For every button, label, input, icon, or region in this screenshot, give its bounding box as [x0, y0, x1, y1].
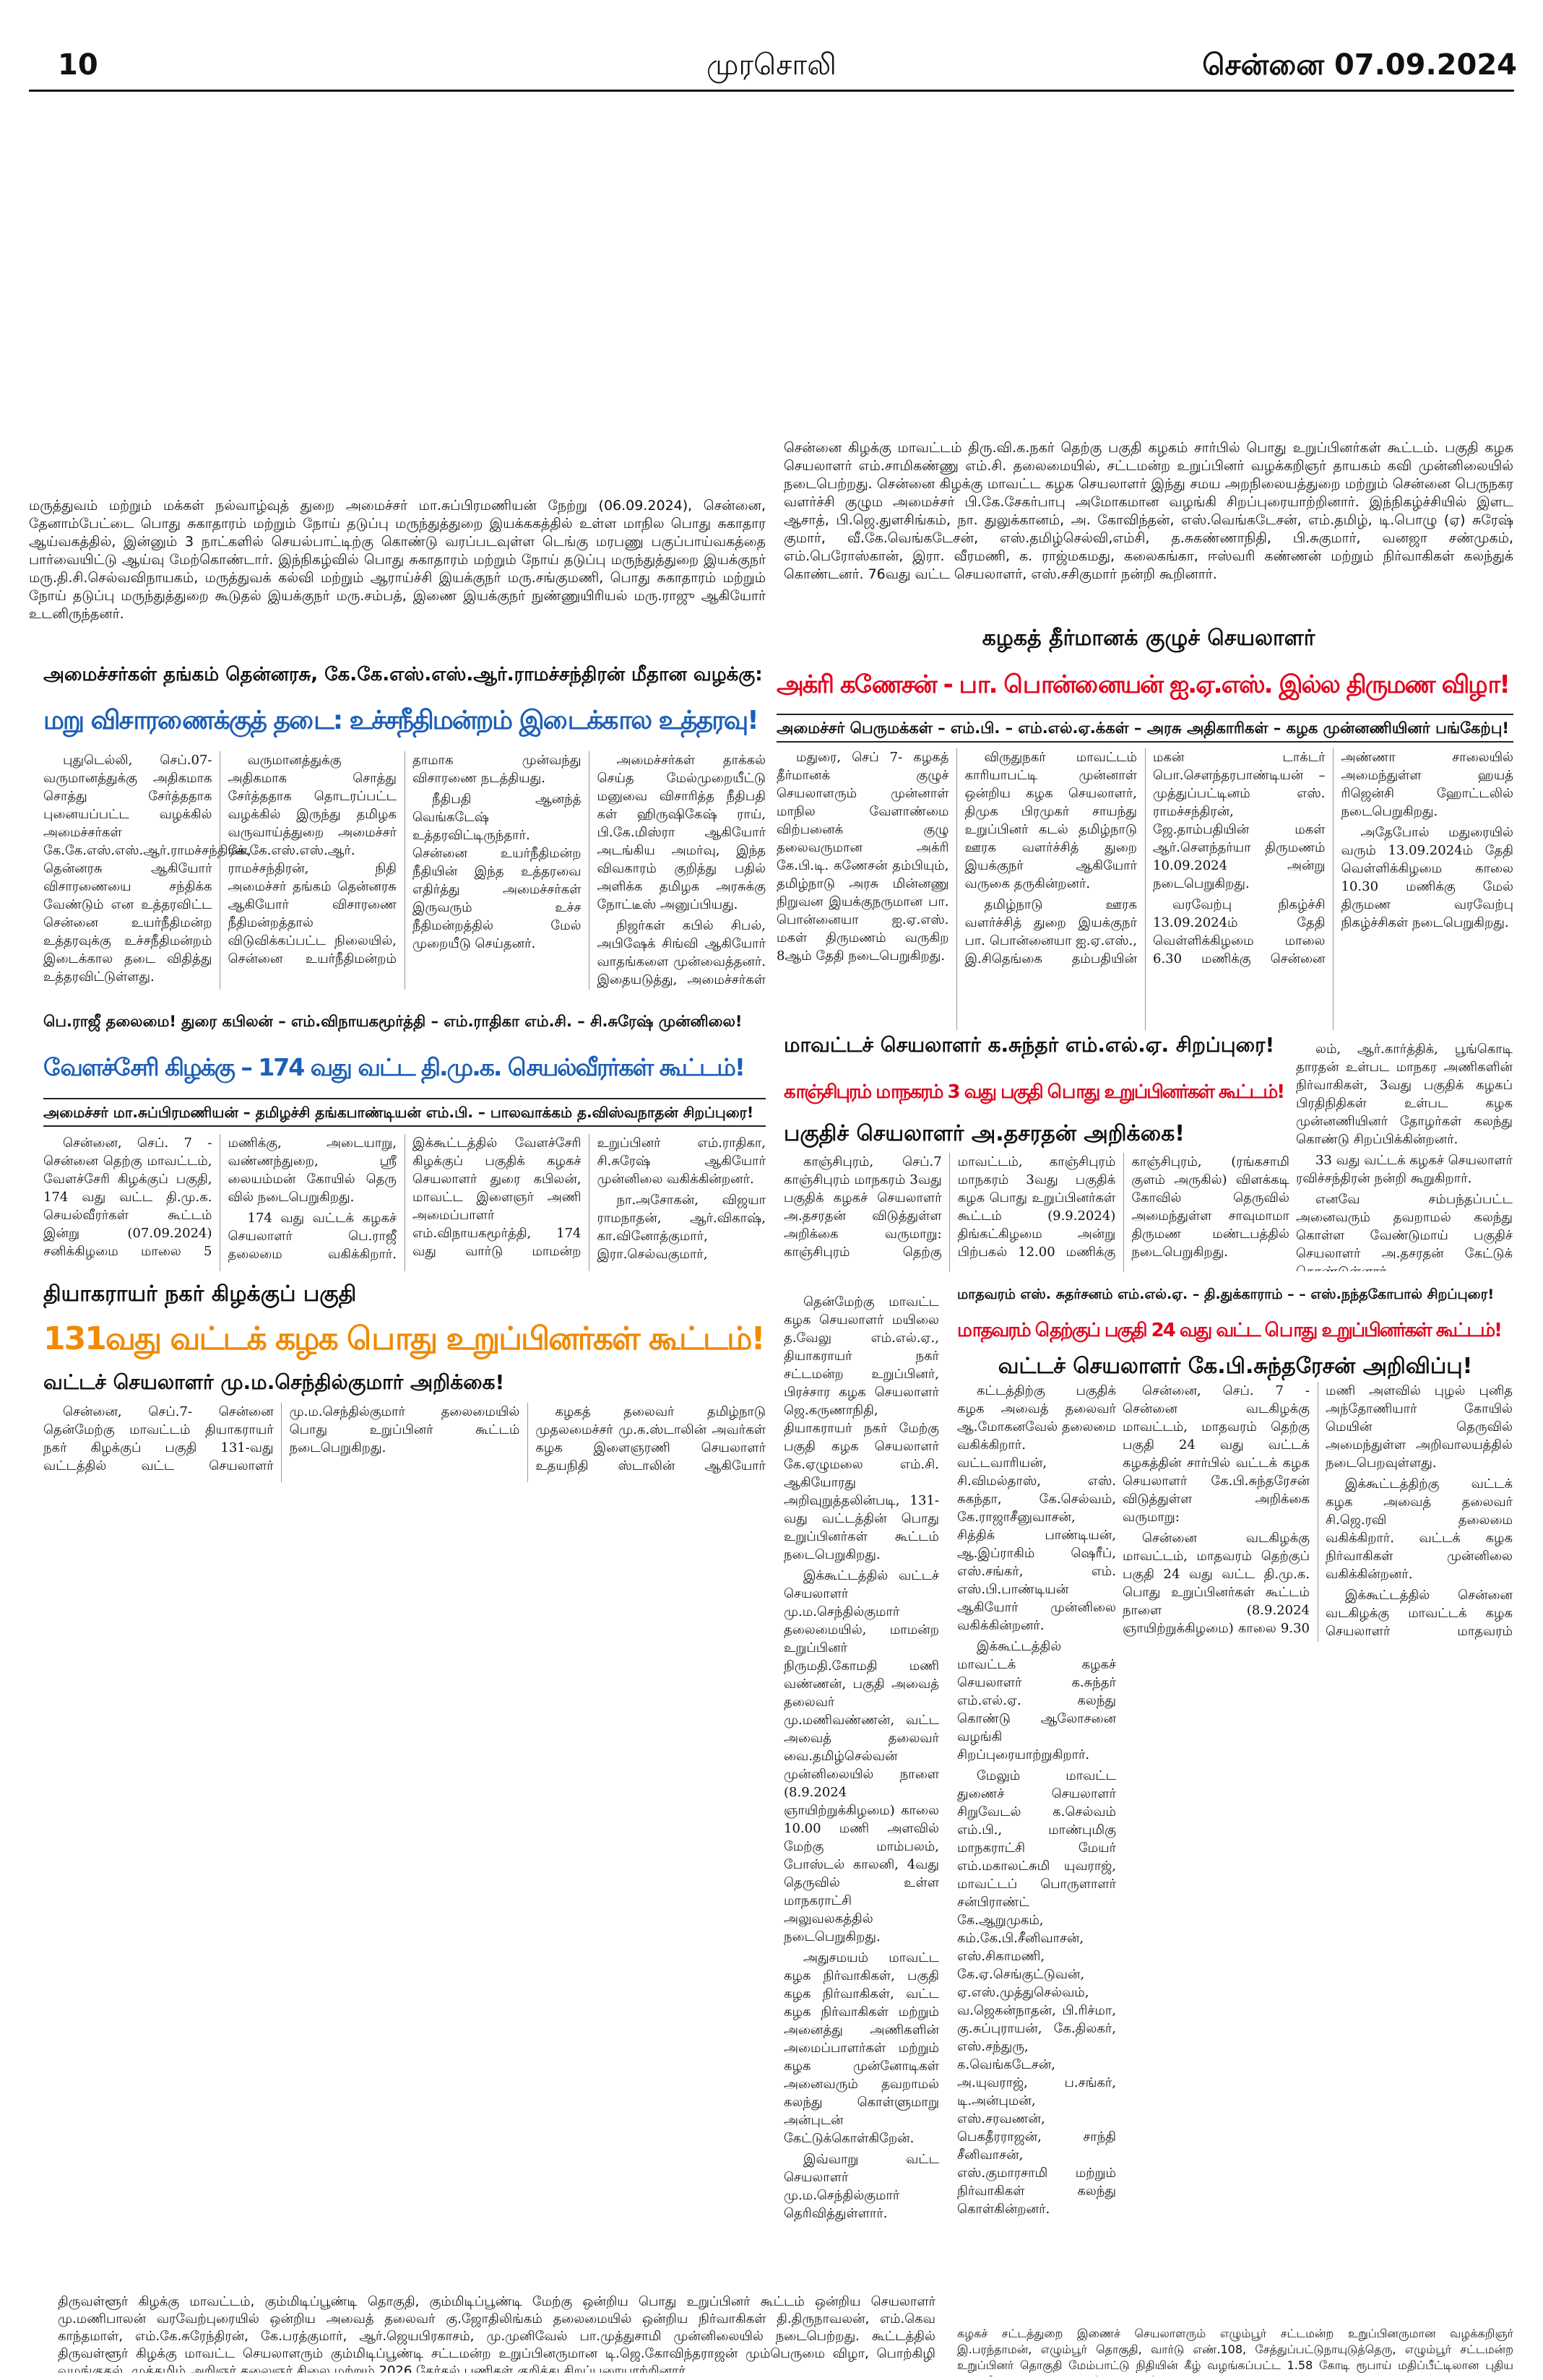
paragraph: காஞ்சிபுரம், செப்.7 காஞ்சிபுரம் மாநகரம் …: [784, 1154, 1289, 1260]
paragraph: மதுரை, செப் 7- கழகத் தீர்மானக் குழுச் செ…: [777, 750, 949, 964]
paragraph: எனவே சம்பந்தப்பட்ட அனைவரும் தவறாமல் கலந்…: [1296, 1192, 1513, 1271]
article-body: கட்டத்திற்கு பகுதிக் கழக அவைத் தலைவர் ஆ.…: [957, 1382, 1116, 2285]
article-body: மதுரை, செப் 7- கழகத் தீர்மானக் குழுச் செ…: [777, 748, 1513, 1030]
article-body: தென்மேற்கு மாவட்ட கழக செயலாளர் மயிலை த.வ…: [784, 1293, 939, 2282]
paragraph: 33 வது வட்டக் கழகச் செயலாளர் ரவிச்சந்திர…: [1296, 1153, 1513, 1186]
paragraph: விருதுநகர் மாவட்டம் காரியாபட்டி முன்னாள்…: [964, 750, 1138, 891]
paragraph: கழகத் தலைவர் தமிழ்நாடு முதலமைச்சர் மு.க.…: [535, 1404, 766, 1474]
paragraph: கட்டத்திற்கு பகுதிக் கழக அவைத் தலைவர் ஆ.…: [957, 1383, 1116, 1633]
dateline: சென்னை 07.09.2024: [1202, 48, 1517, 82]
paragraph: நீதிபதி ஆனந்த் வெங்கடேஷ் உத்தரவிட்டிருந்…: [412, 792, 582, 951]
kicker: தியாகராயர் நகர் கிழக்குப் பகுதி: [43, 1281, 357, 1307]
paragraph: மேலும் மாவட்ட துணைச் செயலாளர் சிறுவேடல் …: [957, 1768, 1116, 2217]
paragraph: வரவேற்பு நிகழ்ச்சி 13.09.2024ம் தேதி வெள…: [1153, 750, 1513, 966]
subhead: அமைச்சர் மா.சுப்பிரமணியன் – தமிழச்சி தங்…: [43, 1098, 766, 1127]
paragraph: நிஜர்கள் கபில் சிபல், அபிஷேக் சிங்வி ஆகி…: [597, 918, 766, 987]
page-number: 10: [58, 48, 98, 82]
paragraph: 174 வது வட்டக் கழகச் செயலாளர் பெ.ராஜீ தல…: [228, 1135, 766, 1262]
kicker: கழகத் தீர்மானக் குழுச் செயலாளர்: [982, 626, 1315, 651]
paragraph: இவ்வாறு வட்ட செயலாளர் மு.ம.செந்தில்குமார…: [784, 2152, 939, 2221]
kicker: மாவட்டச் செயலாளர் க.சுந்தர் எம்.எல்.ஏ. ச…: [784, 1033, 1275, 1057]
paragraph: இக்கூட்டத்தில் மாவட்டக் கழகச் செயலாளர் க…: [957, 1639, 1116, 1762]
paragraph: தமிழ்நாடு ஊரக வளர்ச்சித் துறை இயக்குநர் …: [964, 750, 1326, 966]
paragraph: இக்கூட்டத்திற்கு வட்டக் கழக அவைத் தலைவர்…: [1326, 1476, 1513, 1582]
headline: மறு விசாரணைக்குத் தடை: உச்சநீதிமன்றம் இட…: [43, 706, 759, 735]
kicker: மாதவரம் எஸ். சுதர்சனம் எம்.எல்.ஏ. – தி.த…: [957, 1286, 1495, 1302]
paragraph: புதுடெல்லி, செப்.07- வருமானத்துக்கு அதிக…: [43, 753, 252, 985]
photo-caption: கழகச் சட்டத்துறை இணைச் செயலாளரும் எழும்ப…: [957, 2327, 1513, 2376]
kicker: பெ.ராஜீ தலைமை! துரை கபிலன் – எம்.விநாயகம…: [43, 1013, 743, 1030]
subhead: வட்டச் செயலாளர் மு.ம.செந்தில்குமார் அறிக…: [43, 1370, 505, 1394]
header-rule: [29, 90, 1514, 92]
subhead: வட்டச் செயலாளர் கே.பி.சுந்தரேசன் அறிவிப்…: [998, 1354, 1473, 1379]
photo-caption: சென்னை கிழக்கு மாவட்டம் திரு.வி.க.நகர் த…: [784, 440, 1513, 582]
headline: மாதவரம் தெற்குப் பகுதி 24 வது வட்ட பொது …: [957, 1320, 1503, 1341]
paragraph: அதேபோல் மதுரையில் வரும் 13.09.2024ம் தேத…: [1341, 825, 1514, 930]
paragraph: தென்மேற்கு மாவட்ட கழக செயலாளர் மயிலை த.வ…: [784, 1294, 939, 1562]
article-body: புதுடெல்லி, செப்.07- வருமானத்துக்கு அதிக…: [43, 751, 766, 990]
headline: வேளச்சேரி கிழக்கு – 174 வது வட்ட தி.மு.க…: [43, 1053, 745, 1081]
article-body: சென்னை, செப். 7 - சென்னை தெற்கு மாவட்டம்…: [43, 1134, 766, 1271]
article-body: சென்னை, செப்.7- சென்னை தென்மேற்கு மாவட்ட…: [43, 1403, 766, 1482]
subhead: பகுதிச் செயலாளர் அ.தசரதன் அறிக்கை!: [784, 1121, 1185, 1146]
photo-caption: திருவள்ளூர் கிழக்கு மாவட்டம், கும்மிடிப்…: [58, 2294, 935, 2373]
paragraph: நா.அசோகன், விஜயா ராமநாதன், ஆர்.விகாஷ், க…: [597, 1193, 766, 1262]
article-body: சென்னை, செப். 7 - சென்னை வடகிழக்கு மாவட்…: [1123, 1382, 1513, 1642]
photo-caption: மருத்துவம் மற்றும் மக்கள் நல்வாழ்வுத் து…: [29, 498, 766, 622]
kicker: அமைச்சர்கள் தங்கம் தென்னரசு, கே.கே.எஸ்.எ…: [43, 664, 763, 685]
headline: அக்ரி கணேசன் - பா. பொன்னையன் ஐ.ஏ.எஸ். இல…: [777, 670, 1510, 699]
headline: காஞ்சிபுரம் மாநகரம் 3 வது பகுதி பொது உறு…: [784, 1081, 1285, 1103]
paragraph: சென்னை, செப். 7 - சென்னை வடகிழக்கு மாவட்…: [1123, 1383, 1310, 1525]
paragraph: சென்னை, செப். 7 - சென்னை தெற்கு மாவட்டம்…: [43, 1135, 397, 1259]
paragraph: அமைச்சர்கள் தாக்கல் செய்த மேல்முறையீட்டு…: [597, 753, 766, 912]
article-body: காஞ்சிபுரம், செப்.7 காஞ்சிபுரம் மாநகரம் …: [784, 1153, 1289, 1272]
paragraph: அதுசமயம் மாவட்ட கழக நிர்வாகிகள், பகுதி க…: [784, 1950, 939, 2146]
paragraph: லம், ஆர்.கார்த்திக், பூங்கொடி தாரதன் உள்…: [1296, 1042, 1513, 1147]
paragraph: சென்னை வடகிழக்கு மாவட்டம், மாதவரம் தெற்க…: [1123, 1383, 1513, 1636]
masthead: முரசொலி: [706, 48, 837, 82]
article-body: லம், ஆர்.கார்த்திக், பூங்கொடி தாரதன் உள்…: [1296, 1040, 1513, 1271]
headline: 131வது வட்டக் கழக பொது உறுப்பினர்கள் கூட…: [43, 1320, 766, 1357]
subhead: அமைச்சர் பெருமக்கள் – எம்.பி. – எம்.எல்.…: [777, 714, 1513, 743]
paragraph: சென்னை, செப்.7- சென்னை தென்மேற்கு மாவட்ட…: [43, 1404, 520, 1474]
paragraph: வருமானத்துக்கு அதிகமாக சொத்து சேர்த்ததாக…: [228, 753, 582, 966]
paragraph: இக்கூட்டத்தில் வட்டச் செயலாளர் மு.ம.செந்…: [784, 1568, 939, 1944]
paragraph: இக்கூட்டத்தில் சென்னை வடகிழக்கு மாவட்டக்…: [1326, 1588, 1513, 1639]
